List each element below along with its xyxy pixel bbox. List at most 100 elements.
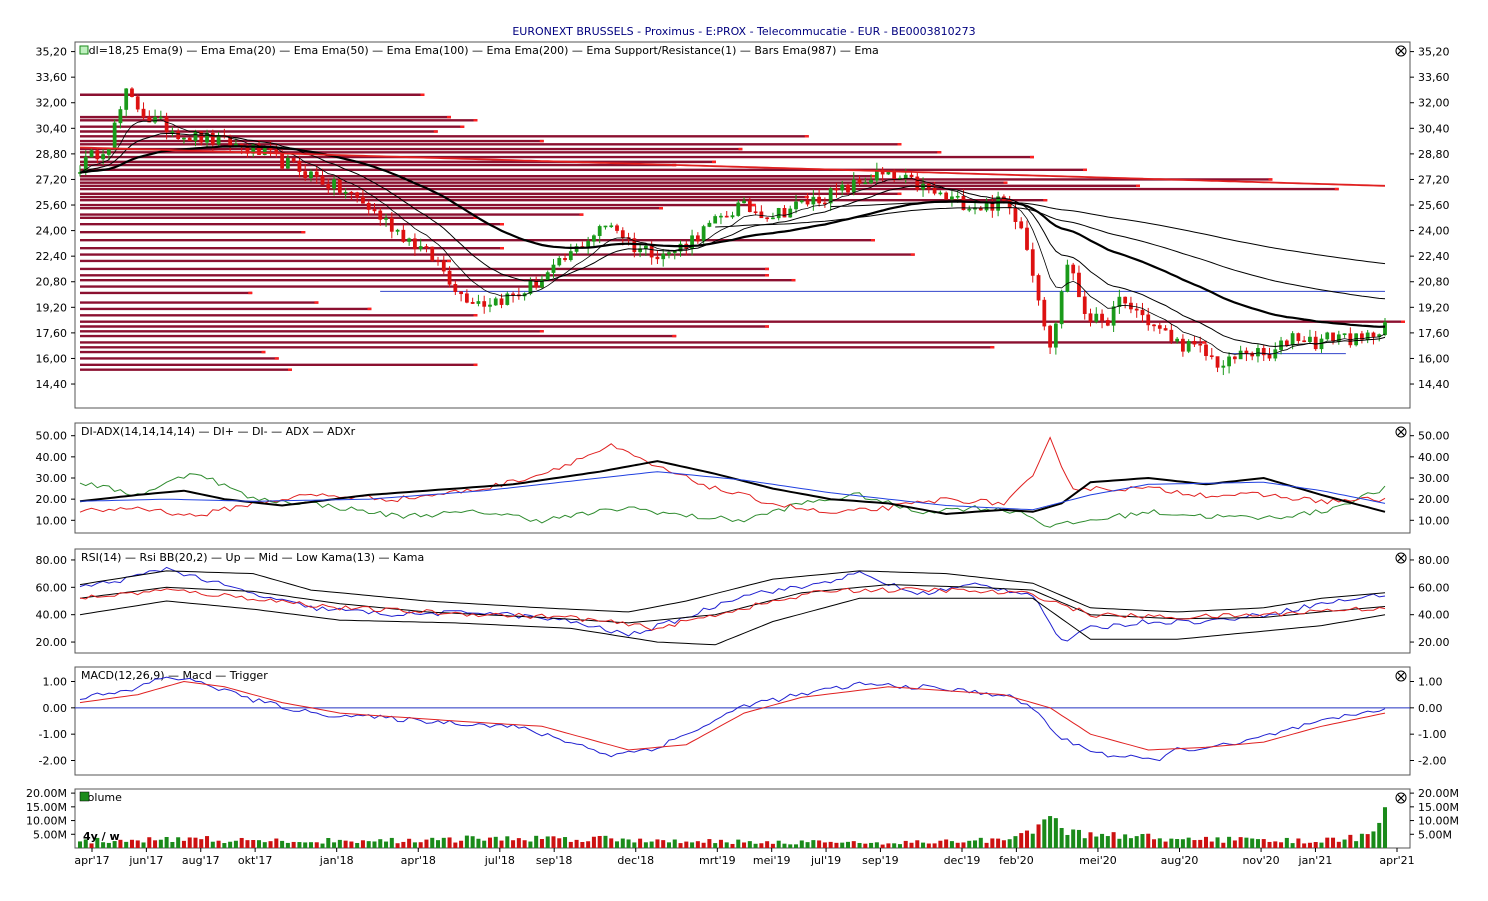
candle-body [713, 216, 718, 224]
y-tick-label-right: 60.00 [1418, 581, 1450, 594]
volume-bar [1030, 833, 1035, 848]
candle-body [1025, 227, 1029, 250]
x-tick-label: apr'18 [401, 854, 436, 867]
candle-body [407, 238, 412, 242]
candle-body [1100, 313, 1104, 321]
y-tick-label-right: 5.00M [1418, 828, 1452, 841]
y-tick-label-left: 19,20 [36, 301, 68, 314]
candle-body [1123, 296, 1128, 304]
volume-bar [967, 840, 972, 848]
volume-bar [199, 839, 204, 848]
candle-body [1354, 333, 1359, 346]
volume-bar [499, 840, 504, 848]
close-icon[interactable] [1395, 670, 1407, 682]
candle-body [147, 116, 152, 123]
y-tick-label-right: 1.00 [1418, 675, 1443, 688]
volume-bar [343, 840, 348, 848]
volume-bar [493, 836, 498, 848]
volume-bar [1255, 839, 1260, 848]
candle-body [1238, 350, 1243, 360]
volume-bar [1019, 833, 1024, 848]
x-tick-label: dec'18 [617, 854, 654, 867]
volume-bar [1088, 832, 1093, 848]
volume-bar [765, 841, 770, 848]
volume-bar [1186, 837, 1191, 848]
volume-bar [147, 837, 152, 848]
candle-body [1042, 299, 1047, 327]
close-icon[interactable] [1395, 45, 1407, 57]
volume-bar [643, 842, 648, 848]
candle-body [505, 293, 510, 305]
y-tick-label-right: -1.00 [1418, 728, 1446, 741]
volume-bar [863, 843, 868, 848]
volume-bar [1325, 837, 1330, 848]
candle-body [644, 245, 648, 249]
volume-bar [1094, 836, 1099, 848]
candle-body [199, 131, 204, 143]
volume-bar [441, 837, 446, 848]
series-kama-line [79, 587, 1386, 631]
volume-bar [718, 839, 723, 848]
volume-bar [926, 843, 931, 848]
candle-body [182, 137, 186, 140]
y-tick-label-right: 50.00 [1418, 430, 1450, 443]
volume-bar [747, 841, 752, 848]
volume-bar [666, 842, 671, 848]
volume-bar [545, 836, 550, 848]
volume-bar [1036, 824, 1041, 848]
volume-bar [135, 840, 140, 848]
volume-bar [280, 840, 285, 848]
period-label: 4y / w [83, 830, 120, 843]
volume-bar [164, 836, 169, 848]
candle-body [1308, 336, 1312, 342]
candle-body [1221, 365, 1226, 368]
volume-bar [1123, 834, 1128, 848]
volume-bar [228, 841, 233, 848]
volume-bar [112, 841, 117, 848]
volume-bar [586, 841, 591, 848]
macd-panel: 1.00 1.00 0.00 0.00 -1.00 -1.00 -2.00 -2.00 MACD… [39, 666, 1446, 776]
close-icon[interactable] [1395, 426, 1407, 438]
y-tick-label-left: 80.00 [36, 554, 68, 567]
candle-body [1198, 343, 1203, 346]
y-tick-label-right: 22,40 [1418, 250, 1450, 263]
volume-bar [77, 841, 83, 848]
close-icon[interactable] [1395, 552, 1407, 564]
candle-body [493, 298, 498, 306]
candle-body [158, 116, 163, 119]
candle-body [124, 88, 129, 110]
candle-body [667, 252, 671, 255]
candle-body [592, 235, 596, 242]
candle-body [661, 253, 666, 260]
candle-body [401, 229, 406, 242]
y-tick-label-right: 40.00 [1418, 609, 1450, 622]
close-icon[interactable] [1395, 792, 1407, 804]
series-adx-line [79, 460, 1386, 516]
candle-body [430, 246, 435, 261]
x-tick-label: dec'19 [944, 854, 981, 867]
volume-bar [326, 838, 331, 848]
candle-body [857, 179, 862, 184]
candle-body [95, 150, 100, 160]
candle-body [447, 270, 452, 285]
volume-bar [516, 838, 521, 848]
volume-bar [638, 838, 643, 848]
candle-body [303, 171, 308, 179]
volume-bar [1105, 836, 1110, 848]
volume-bar [568, 841, 573, 848]
volume-bar [1250, 838, 1255, 848]
rsi-panel: 80.00 80.00 60.00 60.00 40.00 40.00 20.00 20.00… [36, 548, 1450, 654]
volume-bar [1140, 834, 1145, 848]
candle-body [1244, 350, 1249, 354]
volume-bar [574, 839, 579, 848]
candle-body [903, 174, 908, 179]
candle-body [961, 195, 966, 211]
volume-bar [1024, 830, 1030, 848]
candle-body [216, 135, 221, 145]
y-tick-label-right: 30,40 [1418, 122, 1450, 135]
macd-panel-series [75, 676, 1410, 762]
volume-bar [661, 840, 666, 848]
volume-bar [274, 838, 279, 848]
candle-body [135, 96, 140, 110]
